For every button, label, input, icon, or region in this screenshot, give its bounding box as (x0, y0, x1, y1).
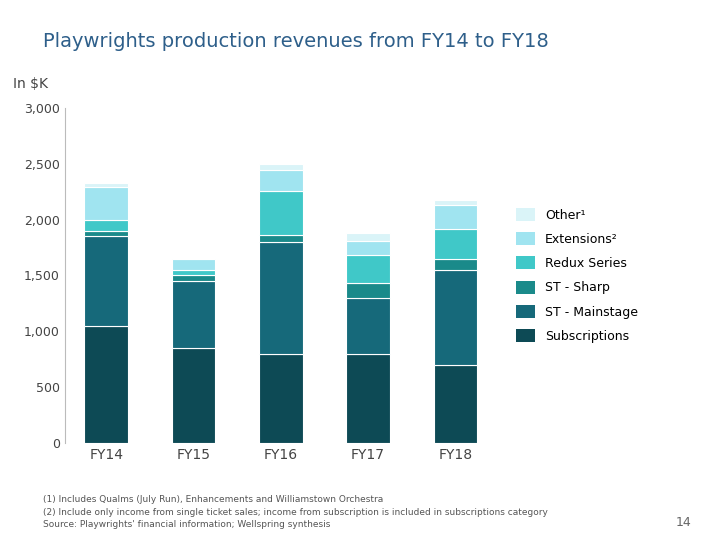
Bar (84, 231, 128, 237)
Legend: Other¹, Extensions², Redux Series, ST - Sharp, ST - Mainstage, Subscriptions: Other¹, Extensions², Redux Series, ST - … (516, 208, 638, 343)
Bar (346, 255, 390, 283)
Bar (84, 183, 128, 187)
Bar (84, 187, 128, 220)
Bar (433, 228, 477, 259)
Bar (433, 199, 477, 205)
Bar (259, 191, 302, 235)
Bar (259, 354, 302, 443)
Bar (171, 281, 215, 348)
Bar (84, 220, 128, 231)
Bar (346, 298, 390, 354)
Bar (84, 237, 128, 326)
Bar (346, 354, 390, 443)
Bar (259, 171, 302, 191)
Text: Playwrights production revenues from FY14 to FY18: Playwrights production revenues from FY1… (43, 32, 549, 51)
Bar (346, 241, 390, 255)
Bar (346, 233, 390, 241)
Bar (84, 326, 128, 443)
Text: (1) Includes Qualms (July Run), Enhancements and Williamstown Orchestra
(2) Incl: (1) Includes Qualms (July Run), Enhancem… (43, 495, 548, 529)
Bar (346, 283, 390, 298)
Bar (171, 275, 215, 281)
Text: 14: 14 (675, 516, 691, 529)
Bar (171, 270, 215, 275)
Bar (433, 364, 477, 443)
Bar (433, 205, 477, 228)
Bar (171, 348, 215, 443)
Bar (259, 235, 302, 242)
Bar (259, 164, 302, 171)
Bar (433, 270, 477, 364)
Bar (259, 242, 302, 354)
Text: In $K: In $K (13, 77, 48, 91)
Bar (433, 259, 477, 270)
Bar (171, 259, 215, 270)
